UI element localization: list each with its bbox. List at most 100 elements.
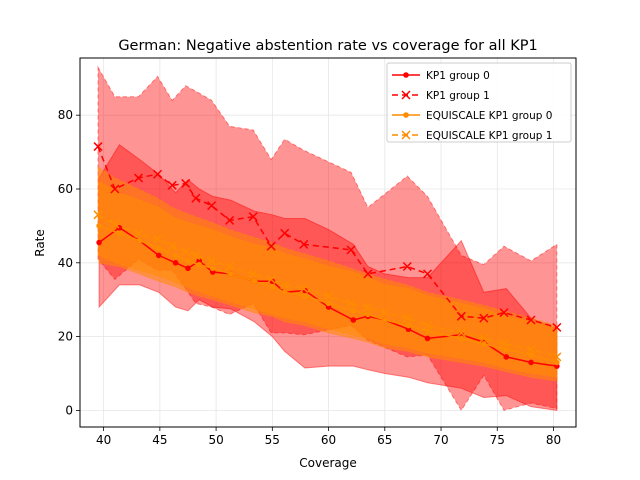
- band-4: [97, 165, 558, 378]
- y-tick-label: 20: [58, 330, 73, 344]
- legend-box: [386, 62, 572, 143]
- legend-entry-4: EQUISCALE KP1 group 1: [392, 130, 552, 142]
- data-point: [266, 274, 276, 284]
- data-point: [116, 230, 123, 237]
- legend-label: EQUISCALE KP1 group 0: [426, 110, 552, 122]
- data-point: [503, 354, 510, 360]
- x-tick-label: 65: [377, 433, 392, 447]
- data-point: [185, 258, 191, 264]
- data-point: [554, 359, 560, 366]
- data-point: [528, 359, 534, 366]
- data-point: [191, 250, 201, 260]
- data-point: [423, 320, 433, 331]
- legend-marker: [403, 72, 409, 78]
- series-line-3: [98, 225, 558, 364]
- data-point: [299, 284, 309, 294]
- x-tick-label: 45: [152, 433, 167, 447]
- legend-label: KP1 group 1: [426, 90, 490, 102]
- data-point: [424, 328, 431, 334]
- data-point: [96, 239, 102, 246]
- data-point: [526, 315, 536, 325]
- data-point: [456, 328, 466, 338]
- data-point: [269, 283, 276, 290]
- data-point: [552, 352, 562, 362]
- data-point: [136, 237, 143, 244]
- series-line-2: [97, 146, 558, 329]
- x-tick-label: 60: [321, 433, 336, 447]
- data-point: [350, 317, 357, 323]
- data-point: [302, 293, 308, 299]
- y-tick-label: 40: [58, 256, 73, 270]
- series-markers: [93, 142, 562, 369]
- x-axis-label: Coverage: [299, 456, 357, 470]
- x-tick-label: 75: [490, 433, 505, 447]
- data-point: [251, 278, 258, 285]
- data-point: [456, 311, 466, 321]
- x-tick-label: 40: [96, 433, 111, 447]
- data-point: [325, 300, 332, 307]
- data-point: [363, 269, 373, 279]
- data-point: [225, 215, 235, 225]
- y-axis-label: Rate: [33, 229, 47, 257]
- data-point: [153, 234, 163, 244]
- x-tick-label: 80: [546, 433, 561, 447]
- data-point: [526, 344, 536, 355]
- data-point: [280, 228, 290, 238]
- data-point: [423, 269, 433, 279]
- data-point: [181, 178, 191, 188]
- data-point: [281, 289, 288, 296]
- data-point: [207, 256, 217, 266]
- chart-title: German: Negative abstention rate vs cove…: [118, 38, 537, 54]
- data-point: [346, 298, 356, 308]
- legend-marker: [403, 112, 409, 118]
- data-point: [153, 169, 163, 179]
- legend-entry-3: EQUISCALE KP1 group 0: [392, 110, 552, 122]
- data-point: [248, 269, 258, 279]
- data-point: [499, 308, 509, 318]
- data-point: [324, 291, 334, 301]
- y-tick-label: 0: [65, 403, 73, 417]
- data-point: [196, 261, 203, 268]
- data-point: [458, 335, 465, 342]
- data-point: [552, 322, 562, 332]
- data-point: [402, 313, 412, 323]
- data-point: [155, 252, 162, 259]
- y-tick-label: 80: [58, 108, 73, 122]
- data-point: [350, 307, 357, 314]
- data-point: [346, 245, 356, 255]
- data-point: [172, 252, 179, 259]
- data-point: [424, 335, 431, 342]
- legend-label: EQUISCALE KP1 group 1: [426, 130, 552, 142]
- data-point: [479, 313, 489, 323]
- data-point: [133, 228, 144, 238]
- data-point: [207, 201, 217, 211]
- data-point: [110, 219, 120, 229]
- data-point: [209, 265, 216, 272]
- data-point: [363, 302, 373, 312]
- data-point: [499, 339, 509, 349]
- data-point: [167, 180, 177, 190]
- legend-label: KP1 group 0: [426, 70, 490, 82]
- data-point: [299, 239, 309, 249]
- data-point: [266, 241, 276, 251]
- x-tick-label: 50: [208, 433, 223, 447]
- data-point: [479, 333, 489, 343]
- data-point: [93, 142, 103, 152]
- data-point: [155, 245, 162, 251]
- data-point: [110, 184, 120, 194]
- data-point: [248, 212, 258, 222]
- legend: KP1 group 0 KP1 group 1 EQUISCALE KP1 grou…: [386, 62, 572, 143]
- data-point: [528, 352, 534, 358]
- x-tick-label: 55: [265, 433, 280, 447]
- legend-marker: [401, 90, 411, 100]
- data-point: [280, 280, 290, 290]
- data-point: [96, 223, 102, 229]
- data-point: [381, 317, 388, 323]
- confidence-bands: [97, 65, 558, 412]
- data-point: [185, 265, 191, 272]
- data-point: [402, 261, 412, 272]
- data-point: [405, 322, 412, 329]
- x-axis-ticks: 40 45 50 55 60 65 70 75 80: [96, 427, 561, 447]
- data-point: [225, 261, 235, 272]
